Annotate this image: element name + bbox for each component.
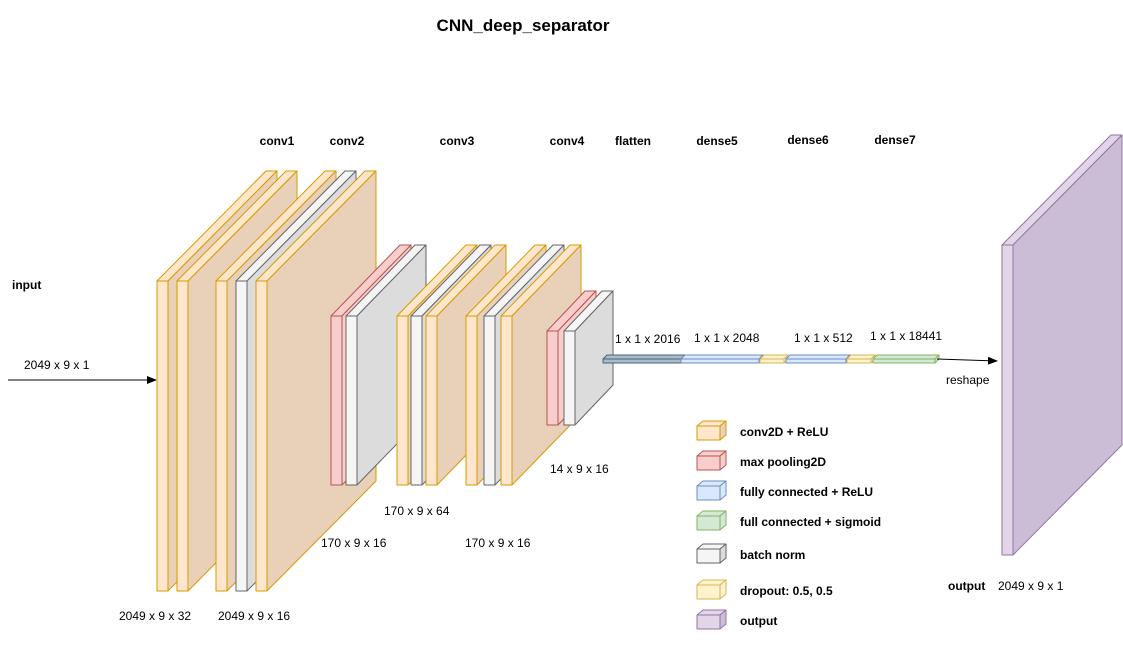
- conv3-block-a-front: [396, 315, 409, 486]
- reshape-label: reshape: [946, 373, 990, 387]
- pool1-block-front: [330, 315, 343, 486]
- shape-label-conv3b: 170 x 9 x 16: [465, 536, 531, 550]
- legend-item: fully connected + ReLU: [696, 480, 873, 501]
- input-label: input: [12, 278, 41, 292]
- layer-blocks: [156, 170, 614, 592]
- dense5-bar-top: [680, 354, 764, 360]
- conv3-block-d-front: [500, 315, 513, 486]
- shape-label-pool2: 14 x 9 x 16: [550, 462, 609, 476]
- conv3-bn-a-front: [410, 315, 423, 486]
- dense6-bar: [785, 354, 851, 364]
- conv3-block-c-front: [465, 315, 478, 486]
- dense5-bar: [680, 354, 764, 364]
- legend-item: batch norm: [696, 543, 805, 564]
- input-shape-label: 2049 x 9 x 1: [24, 358, 90, 372]
- legend-swatch-front: [696, 485, 721, 501]
- output-label: output: [948, 579, 985, 593]
- reshape-arrow: [936, 356, 998, 365]
- dense-chain: [602, 354, 940, 364]
- layer-label-conv2: conv2: [330, 134, 365, 148]
- shape-label-dense7: 1 x 1 x 18441: [870, 329, 942, 343]
- layer-label-conv3: conv3: [440, 134, 475, 148]
- legend-label: dropout: 0.5, 0.5: [740, 584, 833, 598]
- layer-label-dense5: dense5: [696, 134, 738, 148]
- dropout1-bar-top: [759, 354, 789, 360]
- legend-swatch-front: [696, 548, 721, 564]
- pool1-bn-front: [345, 315, 358, 486]
- shape-label-flatten: 1 x 1 x 2016: [615, 332, 681, 346]
- flatten-bar-front: [602, 358, 682, 364]
- conv2-block-b: [255, 170, 377, 592]
- dense6-bar-front: [785, 358, 847, 364]
- shape-label-conv2: 2049 x 9 x 16: [218, 609, 290, 623]
- legend-swatch: [696, 450, 727, 471]
- conv3-block-b-front: [425, 315, 438, 486]
- dropout2-bar-top: [846, 354, 876, 360]
- layer-label-conv4: conv4: [550, 134, 585, 148]
- flatten-bar-top: [602, 354, 686, 360]
- dropout2-bar-front: [846, 358, 872, 364]
- legend-item: max pooling2D: [696, 450, 826, 471]
- legend-swatch: [696, 579, 727, 600]
- legend-swatch-front: [696, 614, 721, 630]
- dense6-bar-top: [785, 354, 851, 360]
- legend-swatch: [696, 543, 727, 564]
- legend-label: conv2D + ReLU: [740, 425, 828, 439]
- dense7-bar: [872, 354, 940, 364]
- output-cuboid-side: [1012, 134, 1123, 556]
- legend-swatch-front: [696, 425, 721, 441]
- pool2-block-front: [546, 330, 559, 426]
- legend-swatch-front: [696, 584, 721, 600]
- conv2-block-a-front: [215, 280, 228, 592]
- pool2-bn: [563, 290, 614, 426]
- legend-item: dropout: 0.5, 0.5: [696, 579, 833, 600]
- diagram-title: CNN_deep_separator: [437, 16, 610, 35]
- legend-label: full connected + sigmoid: [740, 515, 881, 529]
- legend-label: output: [740, 614, 777, 628]
- legend-item: output: [696, 609, 777, 630]
- dropout1-bar: [759, 354, 789, 364]
- output-block: [1001, 134, 1123, 556]
- output-cuboid-front: [1001, 244, 1014, 556]
- shape-label-conv3a: 170 x 9 x 64: [384, 504, 450, 518]
- shape-label-conv1: 2049 x 9 x 32: [119, 609, 191, 623]
- dropout1-bar-front: [759, 358, 785, 364]
- legend-swatch: [696, 480, 727, 501]
- legend-swatch-front: [696, 515, 721, 531]
- dropout2-bar: [846, 354, 876, 364]
- legend-swatch: [696, 420, 727, 441]
- legend-item: full connected + sigmoid: [696, 510, 881, 531]
- layer-label-dense6: dense6: [787, 133, 829, 147]
- legend-swatch: [696, 609, 727, 630]
- shape-label-dense6: 1 x 1 x 512: [794, 331, 853, 345]
- dense5-bar-front: [680, 358, 760, 364]
- legend-label: fully connected + ReLU: [740, 485, 873, 499]
- legend-swatch: [696, 510, 727, 531]
- conv2-bn-front: [235, 280, 248, 592]
- legend-label: batch norm: [740, 548, 805, 562]
- layer-label-conv1: conv1: [260, 134, 295, 148]
- layer-label-dense7: dense7: [874, 133, 916, 147]
- flatten-bar: [602, 354, 686, 364]
- output-cuboid: [1001, 134, 1123, 556]
- dense7-bar-top: [872, 354, 940, 360]
- legend-swatch-front: [696, 455, 721, 471]
- output-shape-label: 2049 x 9 x 1: [998, 579, 1064, 593]
- dense7-bar-front: [872, 358, 936, 364]
- legend-label: max pooling2D: [740, 455, 826, 469]
- legend-item: conv2D + ReLU: [696, 420, 828, 441]
- conv2-block-b-front: [255, 280, 268, 592]
- conv1-block-a-front: [156, 280, 169, 592]
- shape-label-dense5: 1 x 1 x 2048: [694, 331, 760, 345]
- conv3-bn-b-front: [483, 315, 496, 486]
- layer-label-flatten: flatten: [615, 134, 651, 148]
- legend: conv2D + ReLU max pooling2D fully connecte…: [696, 420, 881, 630]
- pool2-bn-front: [563, 330, 576, 426]
- conv1-block-b-front: [176, 280, 189, 592]
- shape-label-pool1: 170 x 9 x 16: [321, 536, 387, 550]
